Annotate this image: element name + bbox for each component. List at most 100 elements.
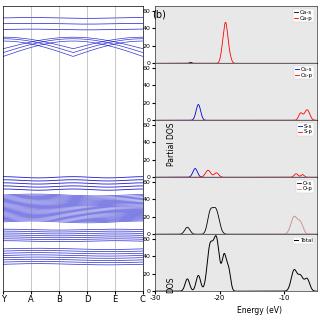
O-s bbox=[310, 232, 314, 236]
O-p bbox=[228, 232, 231, 236]
O-p bbox=[232, 232, 236, 236]
Line: Total: Total bbox=[155, 236, 317, 291]
O-s bbox=[281, 232, 284, 236]
Ca-s bbox=[310, 61, 314, 65]
S-s bbox=[232, 175, 236, 179]
S-s bbox=[153, 175, 157, 179]
Total bbox=[214, 234, 218, 237]
Line: Cs-p: Cs-p bbox=[155, 110, 317, 120]
Ca-p bbox=[310, 61, 314, 65]
Cs-p bbox=[305, 108, 309, 112]
Line: S-p: S-p bbox=[155, 170, 317, 177]
S-p bbox=[310, 175, 314, 179]
Total bbox=[153, 289, 157, 293]
S-s bbox=[193, 167, 197, 171]
S-s bbox=[310, 175, 314, 179]
S-s bbox=[281, 175, 284, 179]
S-p bbox=[232, 175, 236, 179]
Text: Partial DOS: Partial DOS bbox=[167, 122, 176, 166]
Cs-s bbox=[315, 118, 319, 122]
Ca-s bbox=[232, 61, 236, 65]
Text: DOS: DOS bbox=[167, 276, 176, 293]
Cs-s bbox=[228, 118, 231, 122]
Line: Ca-s: Ca-s bbox=[155, 62, 317, 63]
Ca-s bbox=[153, 61, 157, 65]
O-p bbox=[153, 232, 157, 236]
S-p bbox=[161, 175, 165, 179]
Ca-p bbox=[153, 61, 157, 65]
S-p bbox=[206, 168, 210, 172]
Cs-p bbox=[310, 117, 314, 121]
O-p bbox=[161, 232, 165, 236]
S-p bbox=[228, 175, 231, 179]
Legend: Ca-s, Ca-p: Ca-s, Ca-p bbox=[293, 9, 314, 22]
Ca-p bbox=[310, 61, 314, 65]
Cs-p bbox=[228, 118, 231, 122]
Line: Ca-p: Ca-p bbox=[155, 22, 317, 63]
O-p bbox=[281, 232, 284, 236]
Ca-p bbox=[228, 48, 231, 52]
Ca-p bbox=[315, 61, 319, 65]
Ca-s bbox=[315, 61, 319, 65]
S-p bbox=[310, 175, 314, 179]
Cs-s bbox=[161, 118, 165, 122]
O-s bbox=[228, 232, 231, 236]
Ca-p bbox=[281, 61, 284, 65]
Cs-s bbox=[196, 103, 200, 107]
Ca-p bbox=[310, 61, 314, 65]
O-s bbox=[315, 232, 319, 236]
S-s bbox=[228, 175, 231, 179]
Ca-s bbox=[281, 61, 284, 65]
Total bbox=[310, 287, 314, 291]
Ca-s bbox=[239, 61, 243, 65]
Ca-p bbox=[224, 20, 228, 24]
O-p bbox=[310, 232, 314, 236]
O-s bbox=[232, 232, 236, 236]
Cs-p bbox=[153, 118, 157, 122]
Text: (b): (b) bbox=[152, 10, 166, 20]
Total bbox=[310, 287, 314, 291]
Line: O-s: O-s bbox=[155, 207, 317, 234]
Total bbox=[161, 289, 165, 293]
Total bbox=[228, 269, 231, 273]
Cs-s bbox=[153, 118, 157, 122]
S-p bbox=[281, 175, 284, 179]
O-p bbox=[292, 214, 296, 218]
O-s bbox=[161, 232, 165, 236]
O-s bbox=[212, 205, 216, 209]
Cs-p bbox=[281, 118, 284, 122]
Total bbox=[315, 289, 319, 293]
Ca-s bbox=[228, 61, 231, 65]
S-s bbox=[315, 175, 319, 179]
Cs-p bbox=[310, 117, 314, 121]
Legend: O-s, O-p: O-s, O-p bbox=[296, 180, 314, 193]
Cs-p bbox=[161, 118, 165, 122]
Cs-s bbox=[232, 118, 236, 122]
S-p bbox=[153, 175, 157, 179]
Legend: Cs-s, Cs-p: Cs-s, Cs-p bbox=[293, 66, 314, 79]
Total bbox=[232, 289, 236, 292]
Ca-s bbox=[189, 60, 193, 64]
Cs-s bbox=[310, 118, 314, 122]
S-s bbox=[281, 175, 284, 179]
S-s bbox=[310, 175, 314, 179]
Cs-s bbox=[284, 118, 288, 122]
Text: Energy (eV): Energy (eV) bbox=[237, 306, 282, 315]
Legend: S-s, S-p: S-s, S-p bbox=[297, 123, 314, 136]
O-p bbox=[310, 232, 314, 236]
O-p bbox=[315, 232, 319, 236]
Line: O-p: O-p bbox=[155, 216, 317, 234]
O-s bbox=[310, 232, 314, 236]
Legend: Total: Total bbox=[293, 237, 314, 244]
O-s bbox=[153, 232, 157, 236]
Cs-p bbox=[232, 118, 236, 122]
Cs-p bbox=[315, 118, 319, 122]
Line: Cs-s: Cs-s bbox=[155, 105, 317, 120]
Line: S-s: S-s bbox=[155, 169, 317, 177]
Total bbox=[281, 289, 284, 293]
Cs-s bbox=[281, 118, 284, 122]
Ca-p bbox=[161, 61, 165, 65]
Ca-p bbox=[232, 61, 236, 65]
Ca-s bbox=[161, 61, 165, 65]
Cs-s bbox=[310, 118, 314, 122]
